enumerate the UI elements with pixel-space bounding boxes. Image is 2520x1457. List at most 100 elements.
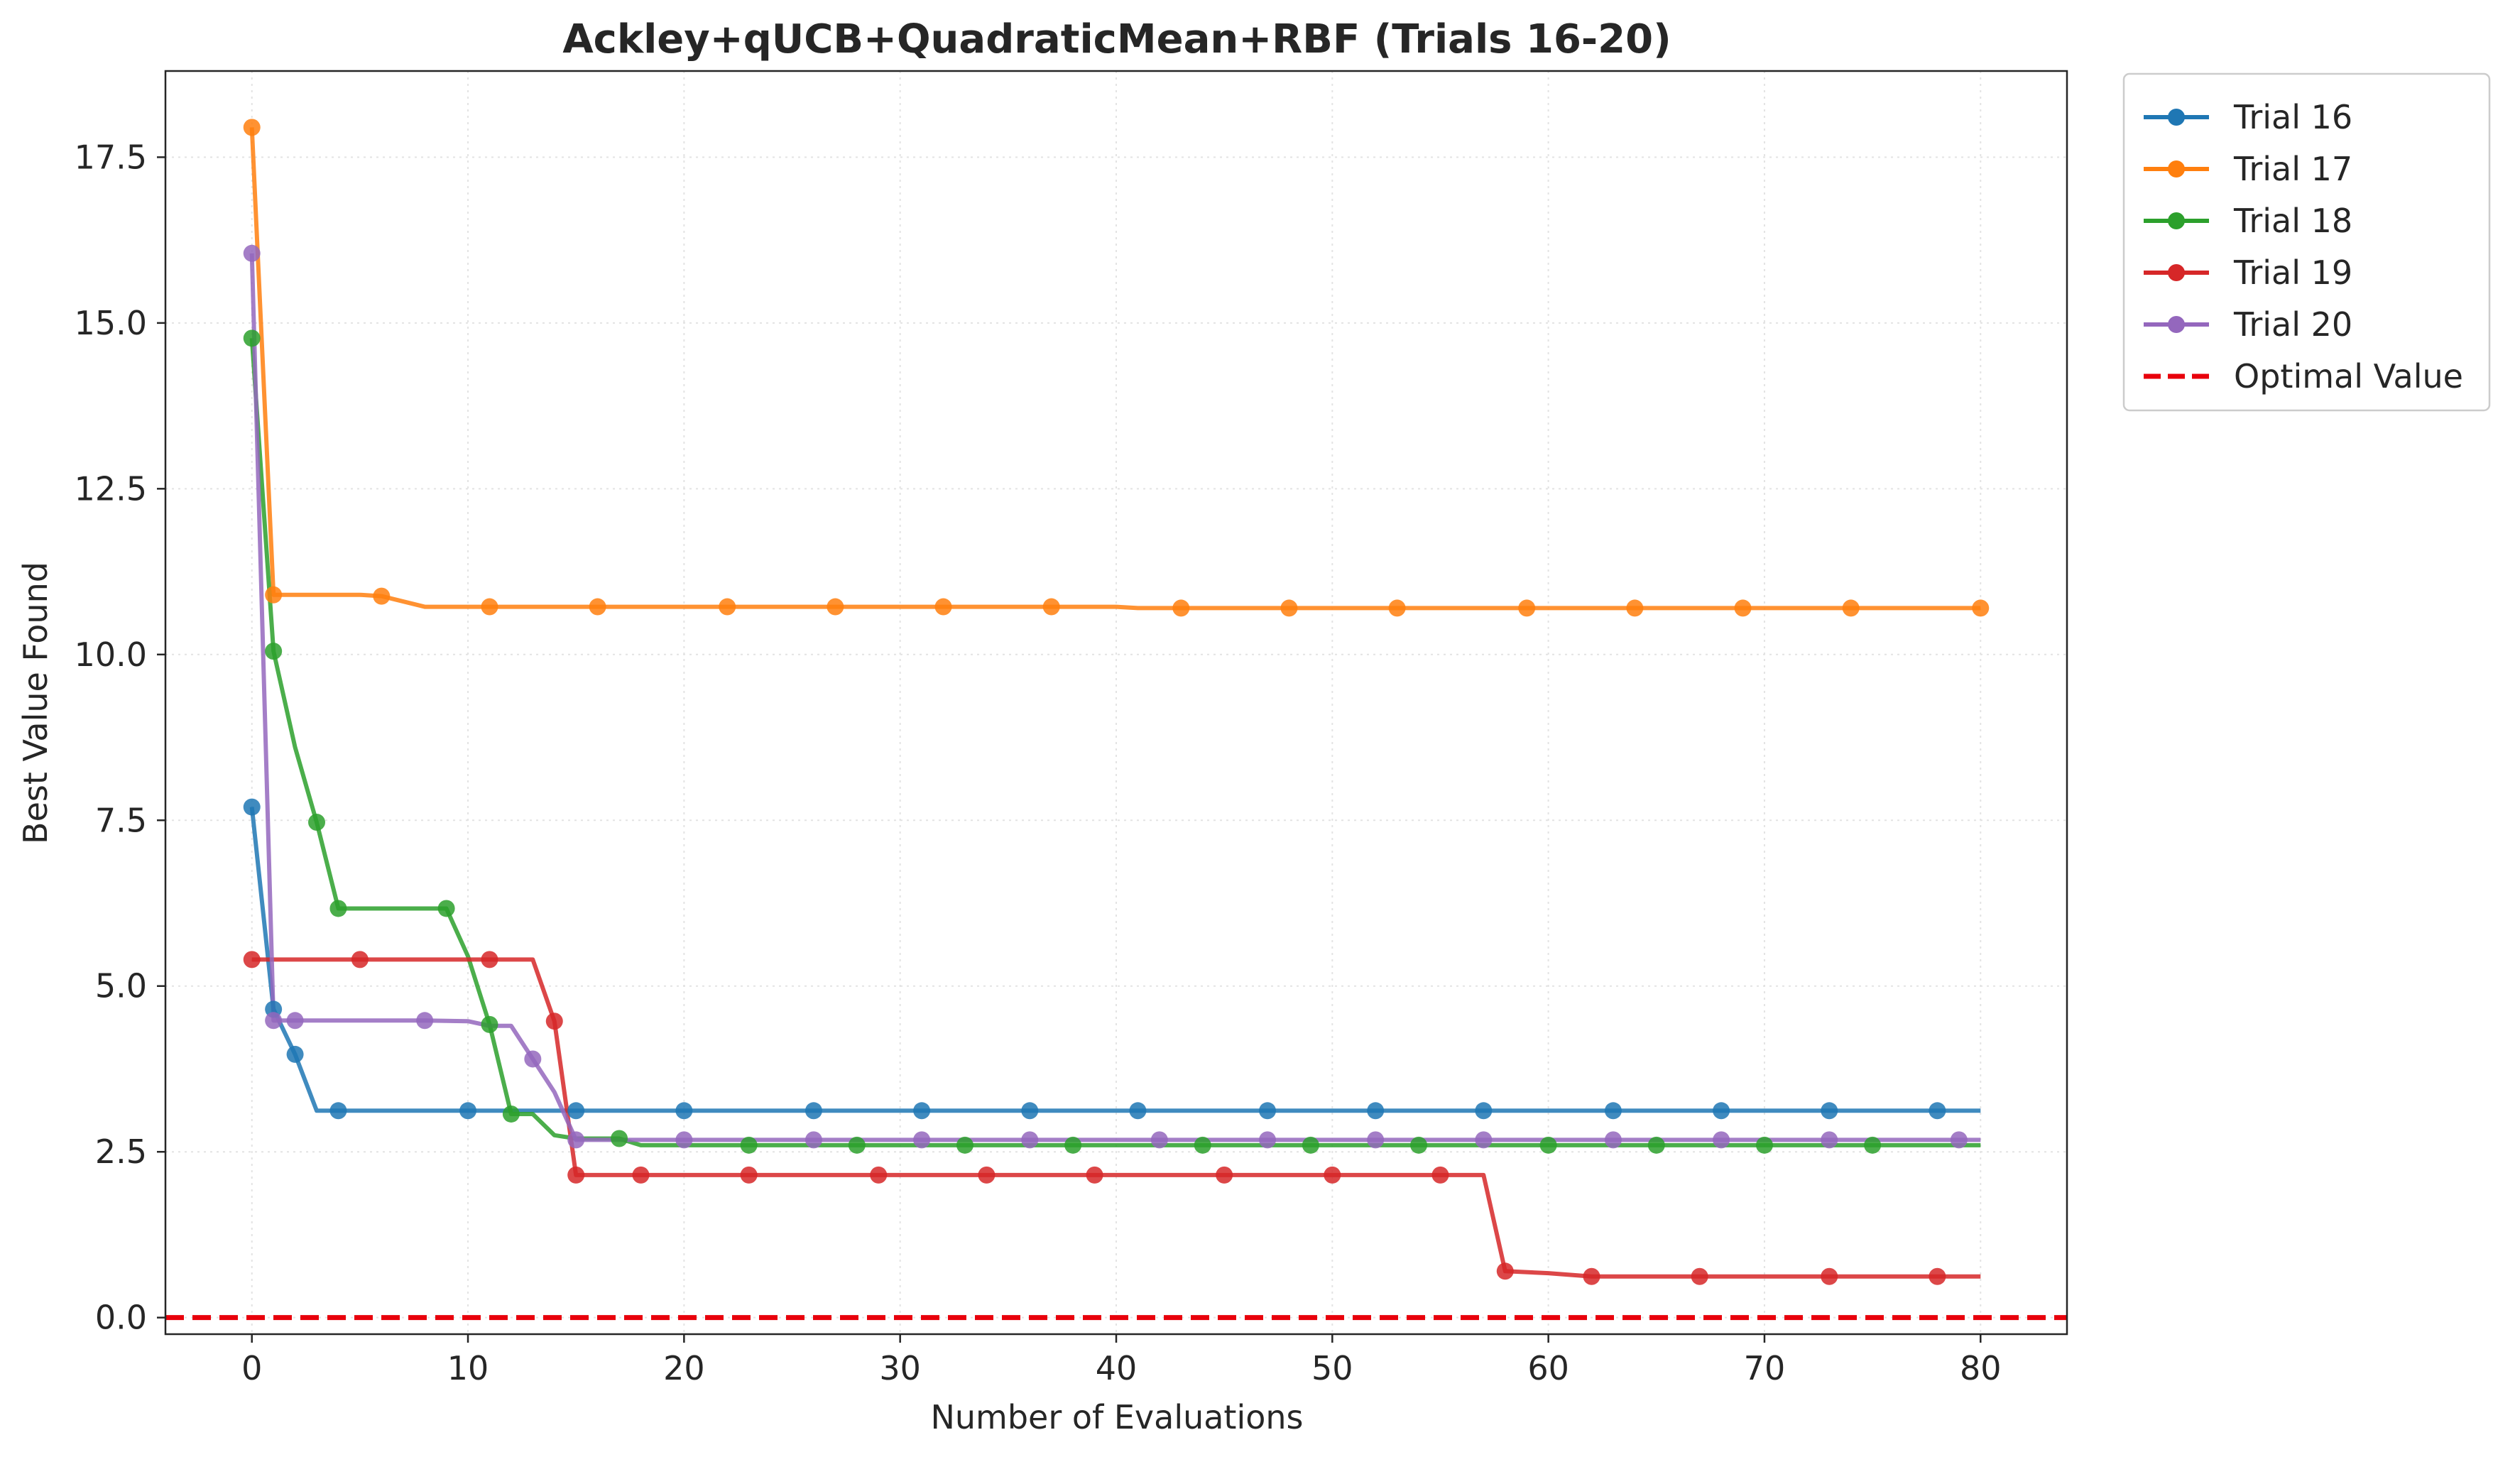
legend-marker: [2168, 109, 2185, 126]
data-point: [1367, 1131, 1385, 1149]
data-point: [1259, 1102, 1277, 1120]
series-line-trial-17: [249, 127, 1981, 611]
legend-marker: [2168, 316, 2185, 333]
legend: Trial 16 Trial 17 Trial 18 Trial 19 Trial 20…: [2122, 72, 2491, 412]
data-point: [243, 798, 261, 816]
data-point: [1539, 1136, 1557, 1154]
data-point: [1064, 1136, 1082, 1154]
data-point: [827, 598, 844, 616]
data-point: [1172, 599, 1190, 617]
data-point: [373, 587, 391, 605]
data-point: [1821, 1267, 1838, 1285]
data-point: [1021, 1131, 1039, 1149]
y-tick-label: 15.0: [75, 304, 147, 342]
y-tick-label: 5.0: [95, 967, 147, 1005]
data-point: [1821, 1131, 1838, 1149]
x-tick-label: 70: [1744, 1349, 1786, 1387]
data-point: [524, 1050, 542, 1068]
data-point: [1129, 1102, 1147, 1120]
y-axis-title: Best Value Found: [16, 562, 55, 844]
data-point: [1950, 1131, 1968, 1149]
data-point: [1021, 1102, 1039, 1120]
y-tick-label: 17.5: [75, 138, 147, 176]
legend-marker: [2168, 264, 2185, 281]
x-tick-label: 20: [663, 1349, 705, 1387]
data-point: [719, 598, 736, 616]
data-point: [351, 951, 369, 968]
data-point: [1194, 1136, 1211, 1154]
data-point: [1388, 599, 1406, 617]
data-point: [804, 1131, 822, 1149]
data-point: [675, 1131, 693, 1149]
data-point: [632, 1166, 650, 1184]
data-point: [567, 1166, 585, 1184]
data-point: [1929, 1267, 1946, 1285]
data-point: [1216, 1166, 1233, 1184]
legend-marker: [2168, 212, 2185, 229]
x-axis-ticks: 0 10 20 30 40 50 60 70 80: [241, 1334, 2002, 1387]
data-point: [1431, 1166, 1449, 1184]
legend-marker: [2168, 160, 2185, 178]
x-tick-label: 40: [1096, 1349, 1138, 1387]
legend-label: Optimal Value: [2234, 357, 2463, 395]
data-point: [978, 1166, 996, 1184]
data-point: [265, 643, 283, 660]
data-point: [804, 1102, 822, 1120]
data-point: [1367, 1102, 1385, 1120]
data-point: [1410, 1136, 1428, 1154]
chart-title: Ackley+qUCB+QuadraticMean+RBF (Trials 16…: [562, 16, 1671, 62]
data-point: [329, 1102, 347, 1120]
data-point: [567, 1102, 585, 1120]
data-point: [740, 1136, 758, 1154]
data-point: [329, 900, 347, 917]
data-point: [243, 119, 261, 136]
data-point: [502, 1105, 520, 1123]
data-point: [1842, 599, 1860, 617]
data-point: [1150, 1131, 1168, 1149]
x-tick-label: 60: [1527, 1349, 1569, 1387]
data-point: [1604, 1102, 1622, 1120]
data-point: [913, 1131, 931, 1149]
data-point: [589, 598, 606, 616]
data-point: [956, 1136, 973, 1154]
data-point: [416, 1012, 434, 1030]
data-point: [567, 1131, 585, 1149]
data-point: [870, 1166, 888, 1184]
x-tick-label: 0: [241, 1349, 262, 1387]
legend-label: Trial 19: [2233, 253, 2352, 292]
y-tick-label: 0.0: [95, 1299, 147, 1337]
data-point: [1475, 1131, 1493, 1149]
data-point: [1821, 1102, 1838, 1120]
data-point: [459, 1102, 477, 1120]
x-tick-label: 10: [447, 1349, 489, 1387]
y-axis-ticks: 0.0 2.5 5.0 7.5 10.0 12.5 15.0 17.5: [75, 138, 165, 1337]
x-tick-label: 50: [1311, 1349, 1353, 1387]
data-point: [286, 1045, 304, 1063]
legend-entries: Trial 16 Trial 17 Trial 18 Trial 19 Trial 20…: [2144, 98, 2463, 395]
data-point: [1518, 599, 1536, 617]
data-point: [1647, 1136, 1665, 1154]
data-point: [848, 1136, 866, 1154]
data-point: [1713, 1102, 1730, 1120]
data-point: [1604, 1131, 1622, 1149]
data-point: [1042, 598, 1060, 616]
data-point: [1280, 599, 1298, 617]
legend-label: Trial 17: [2233, 150, 2352, 188]
data-point: [1734, 599, 1752, 617]
x-tick-label: 30: [879, 1349, 921, 1387]
data-point: [1475, 1102, 1493, 1120]
y-tick-label: 12.5: [75, 469, 147, 508]
series-markers: [243, 119, 1990, 1285]
data-point: [265, 1012, 283, 1030]
data-point: [1864, 1136, 1882, 1154]
data-point: [1929, 1102, 1946, 1120]
data-point: [1259, 1131, 1277, 1149]
y-tick-label: 7.5: [95, 801, 147, 839]
data-point: [481, 951, 498, 968]
data-point: [1496, 1262, 1514, 1280]
y-tick-label: 10.0: [75, 635, 147, 674]
data-point: [481, 1015, 498, 1033]
data-point: [243, 951, 261, 968]
data-point: [934, 598, 952, 616]
